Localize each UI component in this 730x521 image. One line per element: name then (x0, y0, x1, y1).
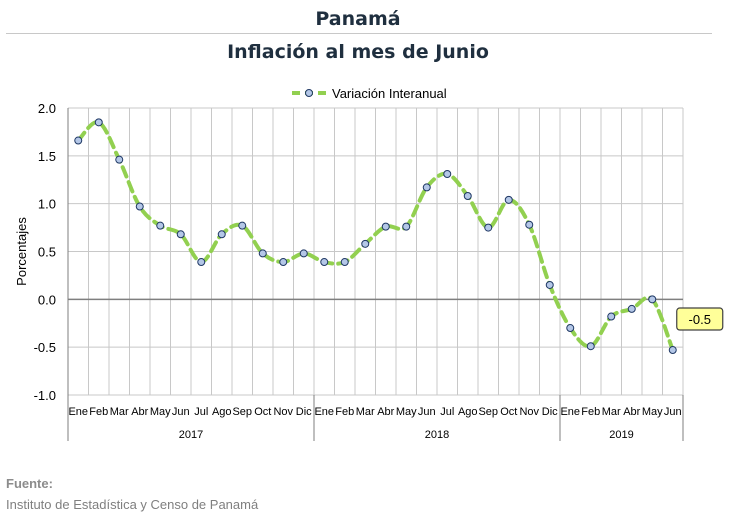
data-point (115, 155, 124, 164)
y-tick-label: 2.0 (38, 101, 56, 116)
x-tick-label: Feb (581, 406, 600, 418)
data-point (197, 258, 206, 267)
y-tick-label: 1.0 (38, 197, 56, 212)
source-label: Fuente: (6, 476, 53, 491)
data-point (258, 249, 267, 258)
x-tick-label: Ago (212, 406, 232, 418)
data-point (648, 295, 657, 304)
x-tick-label: Ago (458, 406, 478, 418)
chart-subtitle: Inflación al mes de Junio (227, 41, 489, 63)
x-tick-label: Ene (314, 406, 334, 418)
data-point (525, 220, 534, 229)
x-tick-label: Nov (273, 406, 293, 418)
data-point (156, 221, 165, 230)
callout-box (676, 307, 724, 331)
data-point (504, 195, 513, 204)
legend: Variación Interanual (292, 86, 447, 101)
x-tick-label: Jul (194, 406, 208, 418)
x-tick-label: Abr (131, 406, 148, 418)
x-tick-label: Jun (418, 406, 436, 418)
gridlines (67, 107, 684, 396)
data-point (74, 136, 83, 145)
x-tick-label: Ene (560, 406, 580, 418)
x-tick-label: May (396, 406, 417, 418)
series-markers (74, 118, 677, 355)
year-label: 2017 (179, 429, 203, 441)
y-tick-label: 1.5 (38, 149, 56, 164)
x-tick-label: Feb (89, 406, 108, 418)
x-tick-label: Sep (232, 406, 252, 418)
x-tick-label: Mar (356, 406, 375, 418)
x-tick-label: Oct (254, 406, 271, 418)
data-point (279, 258, 288, 267)
x-tick-label: Dic (542, 406, 558, 418)
y-tick-label: 0.0 (38, 292, 56, 307)
legend-label: Variación Interanual (332, 86, 447, 101)
data-point (176, 230, 185, 239)
data-point (361, 239, 370, 248)
year-label: 2019 (609, 429, 633, 441)
data-point (627, 304, 636, 313)
data-point (320, 258, 329, 267)
x-tick-label: Dic (296, 406, 312, 418)
x-tick-label: May (150, 406, 171, 418)
x-tick-label: Jun (664, 406, 682, 418)
y-tick-label: -0.5 (34, 340, 56, 355)
x-tick-label: Mar (602, 406, 621, 418)
x-tick-label: Jun (172, 406, 190, 418)
x-tick-label: Ene (68, 406, 88, 418)
data-point (340, 258, 349, 267)
legend-marker-swatch (305, 89, 313, 97)
data-point (299, 249, 308, 258)
data-point (94, 118, 103, 127)
data-point (402, 222, 411, 231)
x-tick-label: Feb (335, 406, 354, 418)
data-point (545, 280, 554, 289)
data-point (217, 230, 226, 239)
data-point (566, 324, 575, 333)
x-tick-label: Oct (500, 406, 517, 418)
x-tick-label: May (642, 406, 663, 418)
source-text: Instituto de Estadística y Censo de Pana… (6, 497, 259, 512)
x-tick-label: Sep (478, 406, 498, 418)
data-point (607, 312, 616, 321)
data-point (238, 221, 247, 230)
x-tick-label: Abr (377, 406, 394, 418)
data-point (484, 223, 493, 232)
y-tick-label: -1.0 (34, 388, 56, 403)
y-axis-title: Porcentajes (14, 217, 29, 286)
data-point (443, 170, 452, 179)
title-divider (6, 33, 712, 34)
last-value-callout: -0.5 (676, 307, 724, 331)
data-point (668, 346, 677, 355)
axes (67, 108, 684, 441)
x-tick-label: Abr (623, 406, 640, 418)
callout-label: -0.5 (689, 312, 711, 327)
chart-title: Panamá (315, 8, 401, 30)
x-tick-label: Mar (110, 406, 129, 418)
data-point (463, 192, 472, 201)
x-tick-label: Jul (440, 406, 454, 418)
year-label: 2018 (425, 429, 449, 441)
y-tick-label: 0.5 (38, 245, 56, 260)
data-point (422, 183, 431, 192)
data-point (135, 202, 144, 211)
x-tick-label: Nov (519, 406, 539, 418)
data-point (381, 222, 390, 231)
data-point (586, 342, 595, 351)
